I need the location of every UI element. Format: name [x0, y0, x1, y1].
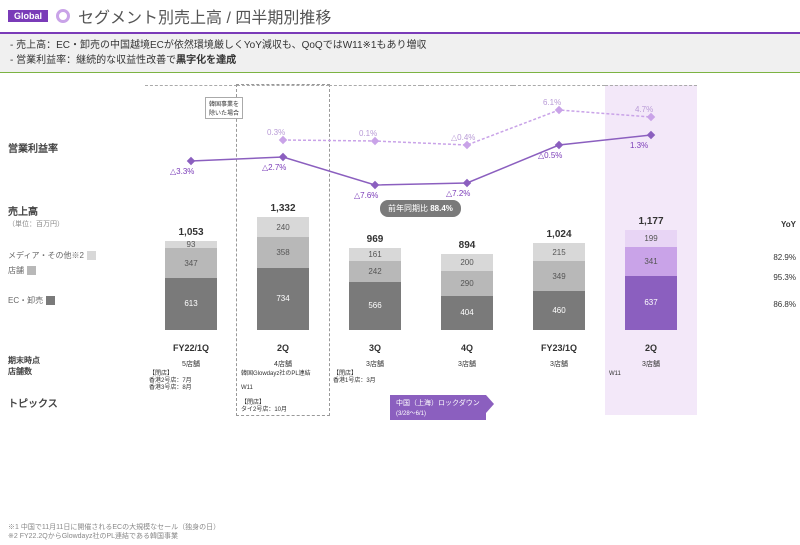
period-label: 2Q [605, 343, 697, 353]
stacked-bar: 969161242566 [349, 248, 401, 330]
global-tag: Global [8, 10, 48, 22]
opr2-value: △0.4% [451, 133, 475, 142]
opr2-value: 4.7% [635, 105, 653, 114]
legend-ec: EC・卸売 [8, 295, 55, 306]
period-col: 1,024215349460FY23/1Q3店舗 [513, 85, 605, 415]
stacked-bar: 1,332240358734 [257, 217, 309, 330]
legend-media: メディア・その他※2 [8, 250, 96, 261]
note-1: - 売上高：EC・卸売の中国越境ECが依然環境厳しくYoY減収も、QoQではW1… [10, 38, 790, 53]
seg-store: 290 [441, 271, 493, 296]
opr-value: △7.6% [354, 191, 378, 200]
seg-media: 215 [533, 243, 585, 261]
note-2: - 営業利益率：継続的な収益性改善で黒字化を達成 [10, 53, 790, 68]
seg-media: 240 [257, 217, 309, 237]
yoy-header: YoY [781, 220, 796, 229]
period-col: 1,05393347613FY22/1Q5店舗【閉店】 香港2号店：7月 香港3… [145, 85, 237, 415]
opr-value: △0.5% [538, 151, 562, 160]
seg-store: 347 [165, 248, 217, 277]
seg-ec: 404 [441, 296, 493, 330]
seg-ec: 613 [165, 278, 217, 330]
annot-excl: 韓国事業を 除いた場合 [205, 97, 243, 119]
yoy-media: 82.9% [773, 253, 796, 262]
store-count: 4店舗 [237, 359, 329, 369]
period-col: 1,1771993416372Q3店舗W11 [605, 85, 697, 415]
notes-block: - 売上高：EC・卸売の中国越境ECが依然環境厳しくYoY減収も、QoQではW1… [0, 34, 800, 73]
footnotes: ※1 中国で11月11日に開催されるECの大規模なセール（独身の日） ※2 FY… [8, 523, 220, 541]
topic-text [513, 371, 605, 413]
seg-ec: 734 [257, 268, 309, 330]
opr-value: △2.7% [262, 163, 286, 172]
seg-store: 349 [533, 261, 585, 291]
chart-area: 営業利益率 売上高（単位：百万円） メディア・その他※2 店舗 EC・卸売 期末… [0, 85, 800, 465]
lockdown-banner: 中国（上海）ロックダウン(3/28～6/1) [390, 395, 486, 420]
opr-value: 1.3% [630, 141, 648, 150]
opr2-value: 0.1% [359, 129, 377, 138]
stacked-bar: 894200290404 [441, 254, 493, 330]
opr2-value: 0.3% [267, 128, 285, 137]
topic-text: W11 [605, 371, 697, 413]
seg-media: 199 [625, 230, 677, 247]
store-count: 3店舗 [605, 359, 697, 369]
store-count: 3店舗 [513, 359, 605, 369]
legend-store: 店舗 [8, 265, 36, 276]
bar-total: 1,332 [257, 203, 309, 214]
stacked-bar: 1,05393347613 [165, 241, 217, 330]
callout-yoy: 前年同期比 88.4% [380, 200, 461, 217]
store-count: 5店舗 [145, 359, 237, 369]
seg-media: 161 [349, 248, 401, 262]
seg-ec: 637 [625, 276, 677, 330]
seg-media: 200 [441, 254, 493, 271]
seg-ec: 460 [533, 291, 585, 330]
opr-value: △3.3% [170, 167, 194, 176]
seg-media: 93 [165, 241, 217, 249]
bar-total: 1,177 [625, 216, 677, 227]
topic-text: 【閉店】 香港2号店：7月 香港3号店：8月 [145, 371, 237, 413]
seg-store: 341 [625, 247, 677, 276]
bar-total: 894 [441, 240, 493, 251]
opr2-value: 6.1% [543, 98, 561, 107]
slide-title: セグメント別売上高 / 四半期別推移 [78, 4, 331, 28]
period-label: 4Q [421, 343, 513, 353]
stacked-bar: 1,024215349460 [533, 243, 585, 330]
period-label: 2Q [237, 343, 329, 353]
bar-total: 1,053 [165, 227, 217, 238]
bar-total: 969 [349, 234, 401, 245]
period-label: FY22/1Q [145, 343, 237, 353]
label-topics: トピックス [8, 395, 58, 410]
period-label: FY23/1Q [513, 343, 605, 353]
opr-value: △7.2% [446, 189, 470, 198]
stacked-bar: 1,177199341637 [625, 230, 677, 330]
topic-text: 韓国Glowdayz社のPL連結 W11 【閉店】 タイ2号店：10月 [237, 371, 329, 413]
seg-store: 242 [349, 261, 401, 282]
store-count: 3店舗 [329, 359, 421, 369]
seg-ec: 566 [349, 282, 401, 330]
ring-icon [56, 9, 70, 23]
bar-total: 1,024 [533, 229, 585, 240]
yoy-store: 95.3% [773, 273, 796, 282]
label-opr: 営業利益率 [8, 140, 58, 155]
label-stores: 期末時点 店舗数 [8, 355, 40, 377]
store-count: 3店舗 [421, 359, 513, 369]
label-rev: 売上高（単位：百万円） [8, 203, 64, 229]
yoy-ec: 86.8% [773, 300, 796, 309]
period-label: 3Q [329, 343, 421, 353]
seg-store: 358 [257, 237, 309, 267]
